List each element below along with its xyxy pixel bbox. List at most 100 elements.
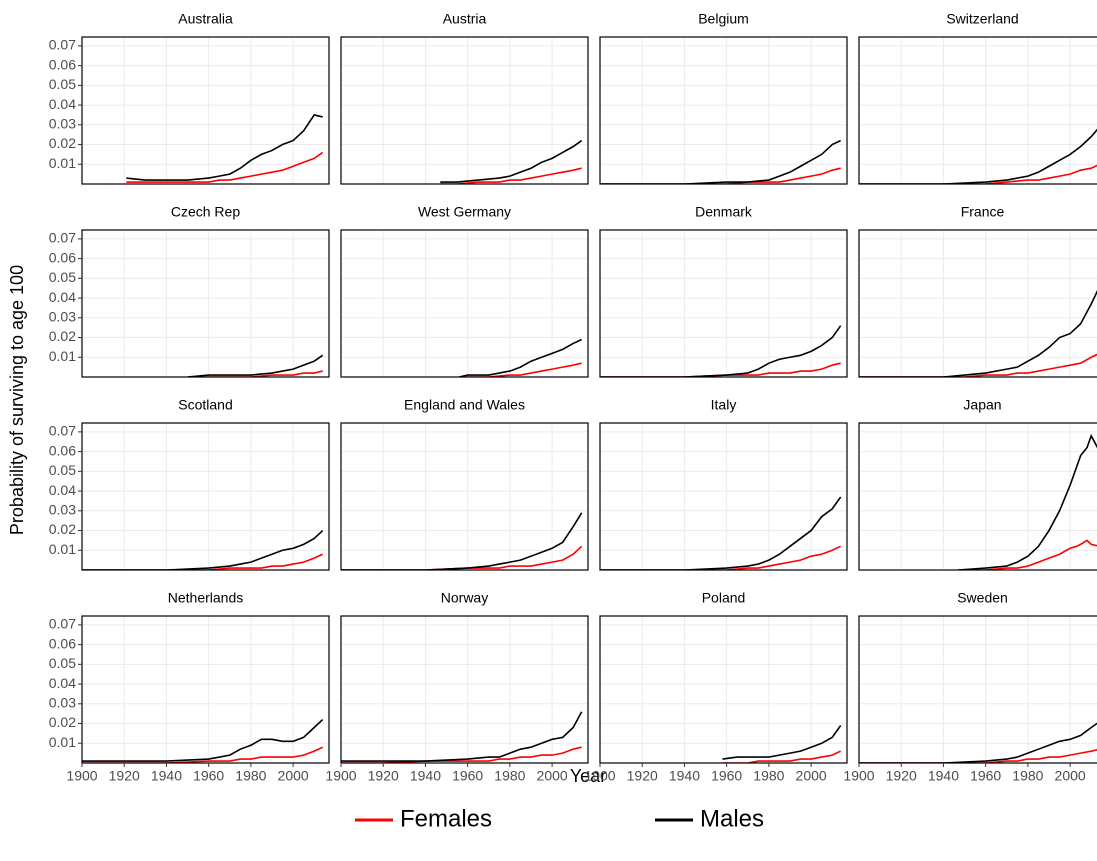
x-tick-label: 1900 — [843, 768, 874, 784]
series-line — [459, 362, 582, 377]
x-tick-label: 1940 — [151, 768, 182, 784]
panel: Austria — [340, 11, 589, 185]
panel: Belgium — [599, 11, 848, 185]
legend-label: Males — [700, 805, 764, 832]
y-tick-label: 0.02 — [49, 714, 76, 730]
series-line — [600, 325, 842, 377]
series-line — [126, 114, 323, 181]
y-tick-label: 0.04 — [49, 289, 76, 305]
panel-title: Australia — [178, 11, 233, 27]
panel-title: Sweden — [957, 590, 1008, 606]
panel-border — [599, 36, 848, 185]
panel: Denmark — [599, 204, 848, 378]
x-tick-label: 1920 — [627, 768, 658, 784]
y-tick-label: 0.05 — [49, 76, 76, 92]
panel-title: France — [961, 204, 1005, 220]
series-line — [859, 748, 1097, 763]
panel-border — [340, 36, 589, 185]
series-line — [82, 553, 324, 570]
series-line — [600, 167, 841, 184]
y-tick-label: 0.06 — [49, 442, 76, 458]
x-tick-label: 1940 — [928, 768, 959, 784]
x-tick-label: 1980 — [494, 768, 525, 784]
x-tick-label: 1960 — [193, 768, 224, 784]
series-line — [958, 433, 1097, 570]
y-tick-label: 0.05 — [49, 655, 76, 671]
panel-border — [858, 422, 1097, 571]
panel: England and Wales — [340, 397, 589, 571]
panel: Italy — [599, 397, 848, 571]
series-line — [859, 353, 1097, 377]
panel: Japan — [858, 397, 1097, 571]
y-axis-label: Probability of surviving to age 100 — [7, 265, 27, 535]
y-tick-label: 0.07 — [49, 230, 76, 246]
x-tick-label: 1920 — [368, 768, 399, 784]
panel-border — [599, 229, 848, 378]
panel-border — [81, 36, 330, 185]
panel: Czech Rep 0.01 0.02 0.03 0.04 0.05 0.06 0.07 — [49, 204, 330, 378]
series-line — [341, 512, 583, 570]
series-line — [958, 539, 1097, 570]
y-tick-label: 0.02 — [49, 328, 76, 344]
y-tick-label: 0.04 — [49, 482, 76, 498]
x-tick-label: 1920 — [109, 768, 140, 784]
panel: Poland 1900 1920 1940 1960 1980 2000 — [584, 590, 848, 784]
series-line — [859, 128, 1097, 184]
panel-title: Czech Rep — [171, 204, 240, 220]
series-line — [722, 725, 842, 760]
y-tick-label: 0.04 — [49, 675, 76, 691]
series-line — [722, 750, 842, 763]
series-line — [859, 289, 1097, 377]
x-tick-label: 2000 — [537, 768, 568, 784]
x-tick-label: 1980 — [235, 768, 266, 784]
panel: Netherlands 0.01 0.02 0.03 0.04 0.05 0.06 0.07 1… — [49, 590, 330, 784]
y-tick-label: 0.07 — [49, 37, 76, 53]
x-tick-label: 1900 — [66, 768, 97, 784]
x-tick-label: 1940 — [669, 768, 700, 784]
y-tick-label: 0.04 — [49, 96, 76, 112]
panel-title: Austria — [443, 11, 487, 27]
y-tick-label: 0.03 — [49, 502, 76, 518]
x-tick-label: 1900 — [325, 768, 356, 784]
panel: France — [858, 204, 1097, 378]
x-tick-label: 1920 — [886, 768, 917, 784]
panel-title: Belgium — [698, 11, 749, 27]
panel-border — [599, 422, 848, 571]
panel-title: Netherlands — [168, 590, 244, 606]
series-line — [187, 370, 323, 377]
panel-title: West Germany — [418, 204, 511, 220]
y-tick-label: 0.07 — [49, 423, 76, 439]
panel-border — [340, 615, 589, 764]
y-tick-label: 0.02 — [49, 135, 76, 151]
legend-label: Females — [400, 805, 492, 832]
series-line — [440, 167, 582, 184]
series-line — [600, 139, 842, 184]
series-line — [459, 338, 583, 377]
panel: Switzerland — [858, 11, 1097, 185]
panel-title: Poland — [702, 590, 746, 606]
panel: West Germany — [340, 204, 589, 378]
x-tick-label: 1980 — [753, 768, 784, 784]
x-tick-label: 1980 — [1012, 768, 1043, 784]
y-tick-label: 0.06 — [49, 249, 76, 265]
panel: Norway 1900 1920 1940 1960 1980 2000 — [325, 590, 589, 784]
y-tick-label: 0.01 — [49, 541, 76, 557]
x-tick-label: 1960 — [970, 768, 1001, 784]
y-tick-label: 0.01 — [49, 734, 76, 750]
panel-title: Italy — [711, 397, 737, 413]
x-tick-label: 1960 — [452, 768, 483, 784]
x-tick-label: 2000 — [796, 768, 827, 784]
panel-title: Japan — [963, 397, 1001, 413]
panel-border — [81, 229, 330, 378]
panel-border — [81, 615, 330, 764]
y-tick-label: 0.06 — [49, 635, 76, 651]
y-tick-label: 0.07 — [49, 616, 76, 632]
panel-title: Scotland — [178, 397, 232, 413]
y-tick-label: 0.05 — [49, 462, 76, 478]
panel-border — [340, 229, 589, 378]
y-tick-label: 0.01 — [49, 155, 76, 171]
series-line — [126, 151, 324, 183]
x-tick-label: 1960 — [711, 768, 742, 784]
series-line — [187, 354, 324, 377]
